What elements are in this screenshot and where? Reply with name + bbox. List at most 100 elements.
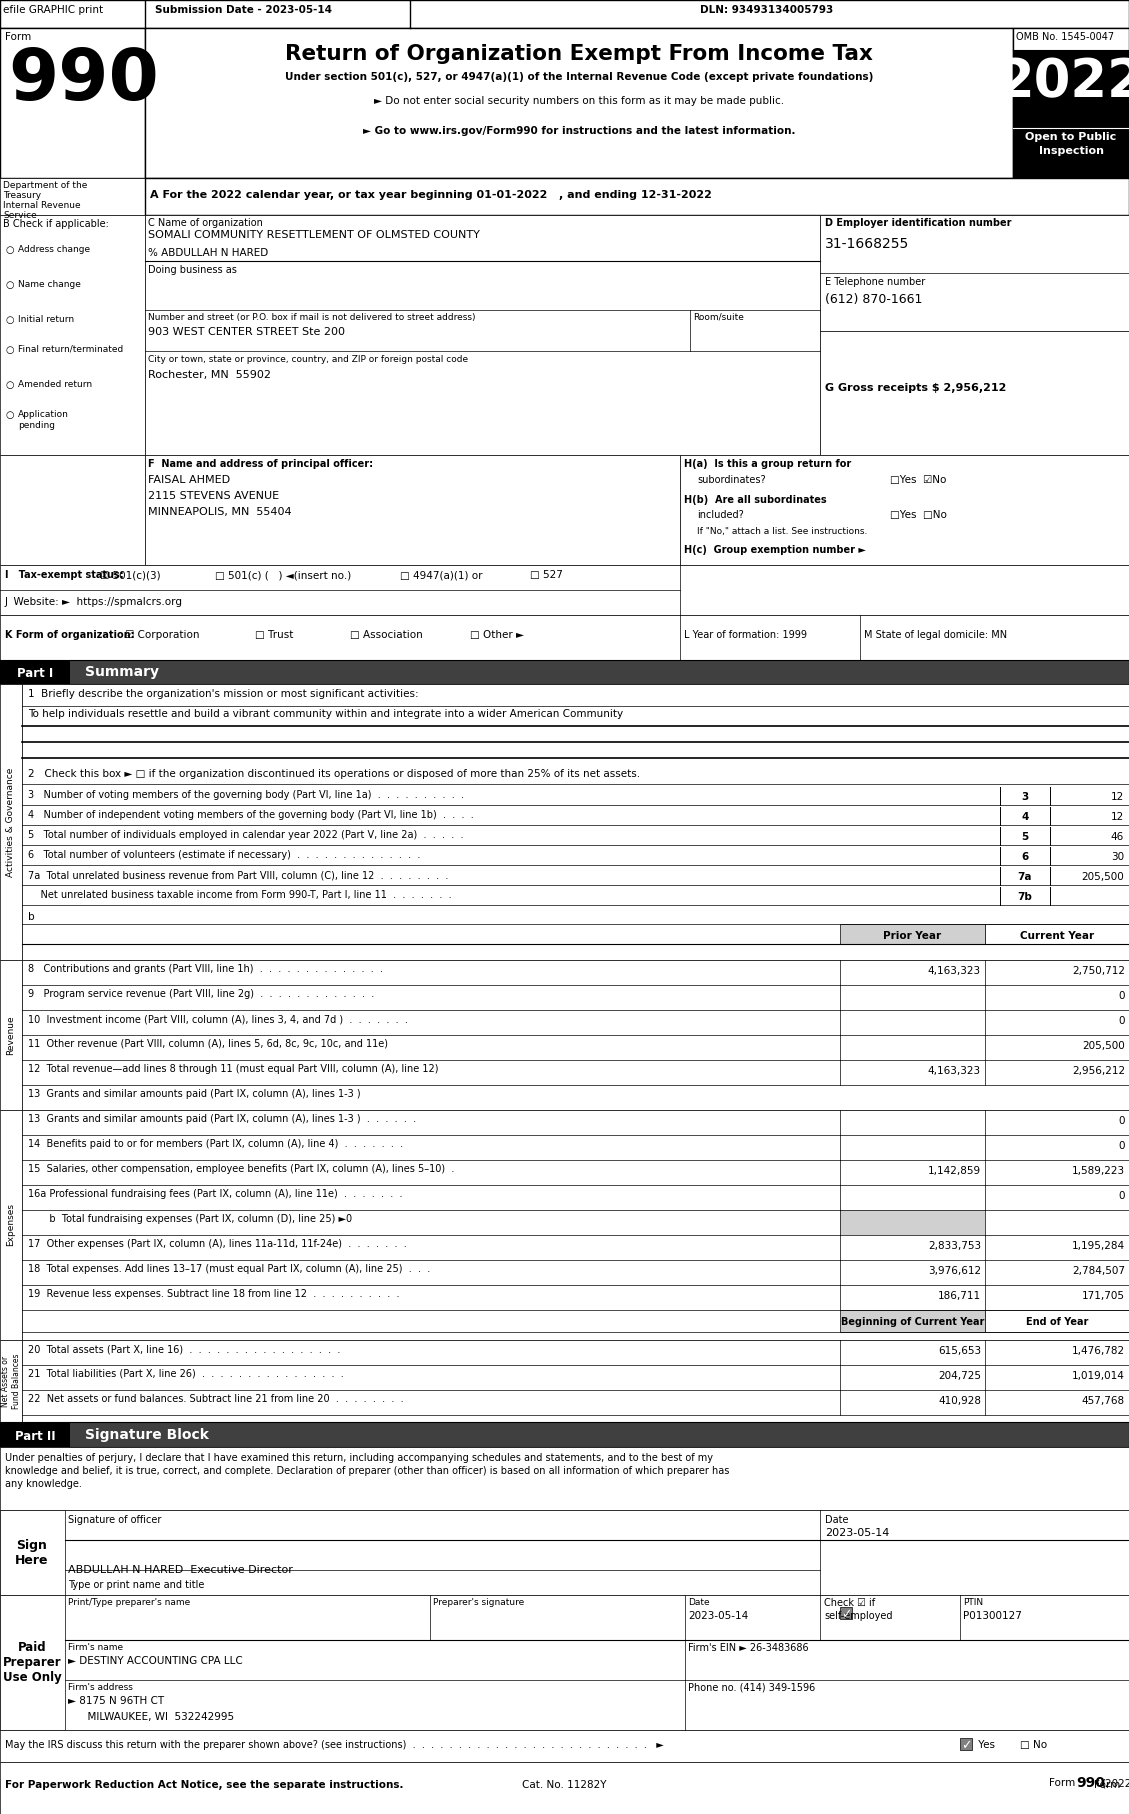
Text: Doing business as: Doing business as [148, 265, 237, 276]
Text: Application: Application [18, 410, 69, 419]
Text: Prior Year: Prior Year [883, 931, 942, 941]
Text: 13  Grants and similar amounts paid (Part IX, column (A), lines 1-3 ): 13 Grants and similar amounts paid (Part… [28, 1088, 360, 1099]
Text: E Telephone number: E Telephone number [825, 278, 926, 287]
Text: Part I: Part I [17, 668, 53, 680]
Text: 0: 0 [1119, 1116, 1124, 1126]
Text: ○: ○ [5, 345, 14, 356]
Bar [840, 1310, 984, 1331]
Text: 22  Net assets or fund balances. Subtract line 21 from line 20  .  .  .  .  .  .: 22 Net assets or fund balances. Subtract… [28, 1393, 404, 1404]
Text: 204,725: 204,725 [938, 1371, 981, 1380]
Text: Treasury: Treasury [3, 190, 41, 200]
Text: 12  Total revenue—add lines 8 through 11 (must equal Part VIII, column (A), line: 12 Total revenue—add lines 8 through 11 … [28, 1065, 438, 1074]
Bar [0, 564, 1129, 615]
Text: 171,705: 171,705 [1082, 1292, 1124, 1301]
Text: H(c)  Group exemption number ►: H(c) Group exemption number ► [684, 544, 866, 555]
Text: Cat. No. 11282Y: Cat. No. 11282Y [522, 1780, 606, 1790]
Text: ○: ○ [5, 410, 14, 421]
Text: 6   Total number of volunteers (estimate if necessary)  .  .  .  .  .  .  .  .  : 6 Total number of volunteers (estimate i… [28, 851, 420, 860]
Text: Rochester, MN  55902: Rochester, MN 55902 [148, 370, 271, 379]
Text: D Employer identification number: D Employer identification number [825, 218, 1012, 229]
Text: 8   Contributions and grants (Part VIII, line 1h)  .  .  .  .  .  .  .  .  .  . : 8 Contributions and grants (Part VIII, l… [28, 963, 383, 974]
Text: Date: Date [825, 1515, 849, 1526]
Text: M State of legal domicile: MN: M State of legal domicile: MN [864, 629, 1007, 640]
Text: City or town, state or province, country, and ZIP or foreign postal code: City or town, state or province, country… [148, 356, 469, 365]
Text: Department of the: Department of the [3, 181, 87, 190]
Text: pending: pending [18, 421, 55, 430]
Text: Address change: Address change [18, 245, 90, 254]
Text: (612) 870-1661: (612) 870-1661 [825, 294, 922, 307]
Text: End of Year: End of Year [1026, 1317, 1088, 1328]
Text: □Yes  ☑No: □Yes ☑No [890, 475, 946, 484]
Text: J  Website: ►  https://spmalcrs.org: J Website: ► https://spmalcrs.org [5, 597, 183, 608]
Text: 2   Check this box ► □ if the organization discontinued its operations or dispos: 2 Check this box ► □ if the organization… [28, 769, 640, 778]
Text: 457,768: 457,768 [1082, 1397, 1124, 1406]
Text: 1,019,014: 1,019,014 [1073, 1371, 1124, 1380]
Text: 15  Salaries, other compensation, employee benefits (Part IX, column (A), lines : 15 Salaries, other compensation, employe… [28, 1165, 454, 1174]
Text: □ 527: □ 527 [530, 570, 563, 580]
Text: Sign
Here: Sign Here [16, 1538, 49, 1567]
Text: ► DESTINY ACCOUNTING CPA LLC: ► DESTINY ACCOUNTING CPA LLC [68, 1656, 243, 1665]
Bar [0, 660, 1129, 684]
Text: □ 501(c) (   ) ◄(insert no.): □ 501(c) ( ) ◄(insert no.) [215, 570, 351, 580]
Text: 18  Total expenses. Add lines 13–17 (must equal Part IX, column (A), line 25)  .: 18 Total expenses. Add lines 13–17 (must… [28, 1264, 430, 1273]
Text: 1,589,223: 1,589,223 [1071, 1166, 1124, 1175]
Bar [0, 1731, 1129, 1761]
Text: Under section 501(c), 527, or 4947(a)(1) of the Internal Revenue Code (except pr: Under section 501(c), 527, or 4947(a)(1)… [285, 73, 873, 82]
Text: Under penalties of perjury, I declare that I have examined this return, includin: Under penalties of perjury, I declare th… [5, 1453, 714, 1464]
Text: 2,750,712: 2,750,712 [1073, 967, 1124, 976]
Text: Firm's EIN ► 26-3483686: Firm's EIN ► 26-3483686 [688, 1643, 808, 1653]
Text: B Check if applicable:: B Check if applicable: [3, 219, 108, 229]
Text: Net unrelated business taxable income from Form 990-T, Part I, line 11  .  .  . : Net unrelated business taxable income fr… [28, 891, 452, 900]
Text: Open to Public: Open to Public [1025, 132, 1117, 141]
Text: 2023-05-14: 2023-05-14 [825, 1527, 890, 1538]
Bar [21, 960, 1129, 1110]
Text: 21  Total liabilities (Part X, line 26)  .  .  .  .  .  .  .  .  .  .  .  .  .  : 21 Total liabilities (Part X, line 26) .… [28, 1370, 343, 1379]
Text: ○: ○ [5, 245, 14, 256]
Text: 2,956,212: 2,956,212 [1071, 1067, 1124, 1076]
Text: Part II: Part II [15, 1429, 55, 1442]
Text: 1,195,284: 1,195,284 [1071, 1241, 1124, 1252]
Text: Print/Type preparer's name: Print/Type preparer's name [68, 1598, 191, 1607]
Text: Final return/terminated: Final return/terminated [18, 345, 123, 354]
Text: C Name of organization: C Name of organization [148, 218, 263, 229]
Bar [0, 216, 145, 455]
Bar [0, 178, 145, 216]
Bar [0, 1422, 1129, 1448]
Text: 9   Program service revenue (Part VIII, line 2g)  .  .  .  .  .  .  .  .  .  .  : 9 Program service revenue (Part VIII, li… [28, 989, 374, 1000]
Bar [21, 1341, 1129, 1422]
Bar [680, 455, 1129, 564]
Text: Expenses: Expenses [7, 1203, 16, 1246]
Text: 0: 0 [1119, 1141, 1124, 1152]
Text: Beginning of Current Year: Beginning of Current Year [841, 1317, 984, 1328]
Bar [145, 455, 680, 564]
Text: ► Do not enter social security numbers on this form as it may be made public.: ► Do not enter social security numbers o… [374, 96, 784, 105]
Bar [0, 1341, 21, 1422]
Text: b: b [28, 912, 35, 922]
Text: Signature Block: Signature Block [85, 1428, 209, 1442]
Text: ○: ○ [5, 316, 14, 325]
Text: 2,784,507: 2,784,507 [1073, 1266, 1124, 1275]
Text: 615,653: 615,653 [938, 1346, 981, 1357]
Text: Revenue: Revenue [7, 1016, 16, 1054]
Bar [1013, 51, 1129, 178]
Text: 31-1668255: 31-1668255 [825, 238, 909, 250]
Bar [0, 1509, 1129, 1595]
Text: MINNEAPOLIS, MN  55404: MINNEAPOLIS, MN 55404 [148, 506, 291, 517]
Text: I   Tax-exempt status:: I Tax-exempt status: [5, 570, 124, 580]
Bar [960, 1738, 972, 1751]
Text: ○: ○ [5, 379, 14, 390]
Text: A For the 2022 calendar year, or tax year beginning 01-01-2022   , and ending 12: A For the 2022 calendar year, or tax yea… [150, 190, 712, 200]
Bar [820, 216, 1129, 330]
Text: Room/suite: Room/suite [693, 314, 744, 323]
Text: DLN: 93493134005793: DLN: 93493134005793 [700, 5, 833, 15]
Bar [840, 923, 984, 943]
Bar [840, 1210, 984, 1235]
Text: MILWAUKEE, WI  532242995: MILWAUKEE, WI 532242995 [68, 1712, 234, 1721]
Bar [984, 1310, 1129, 1331]
Text: 1  Briefly describe the organization's mission or most significant activities:: 1 Briefly describe the organization's mi… [28, 689, 419, 698]
Text: self-employed: self-employed [824, 1611, 893, 1622]
Text: 903 WEST CENTER STREET Ste 200: 903 WEST CENTER STREET Ste 200 [148, 327, 345, 337]
Bar [0, 684, 21, 960]
Text: Form: Form [1094, 1780, 1124, 1790]
Text: 1,476,782: 1,476,782 [1071, 1346, 1124, 1357]
